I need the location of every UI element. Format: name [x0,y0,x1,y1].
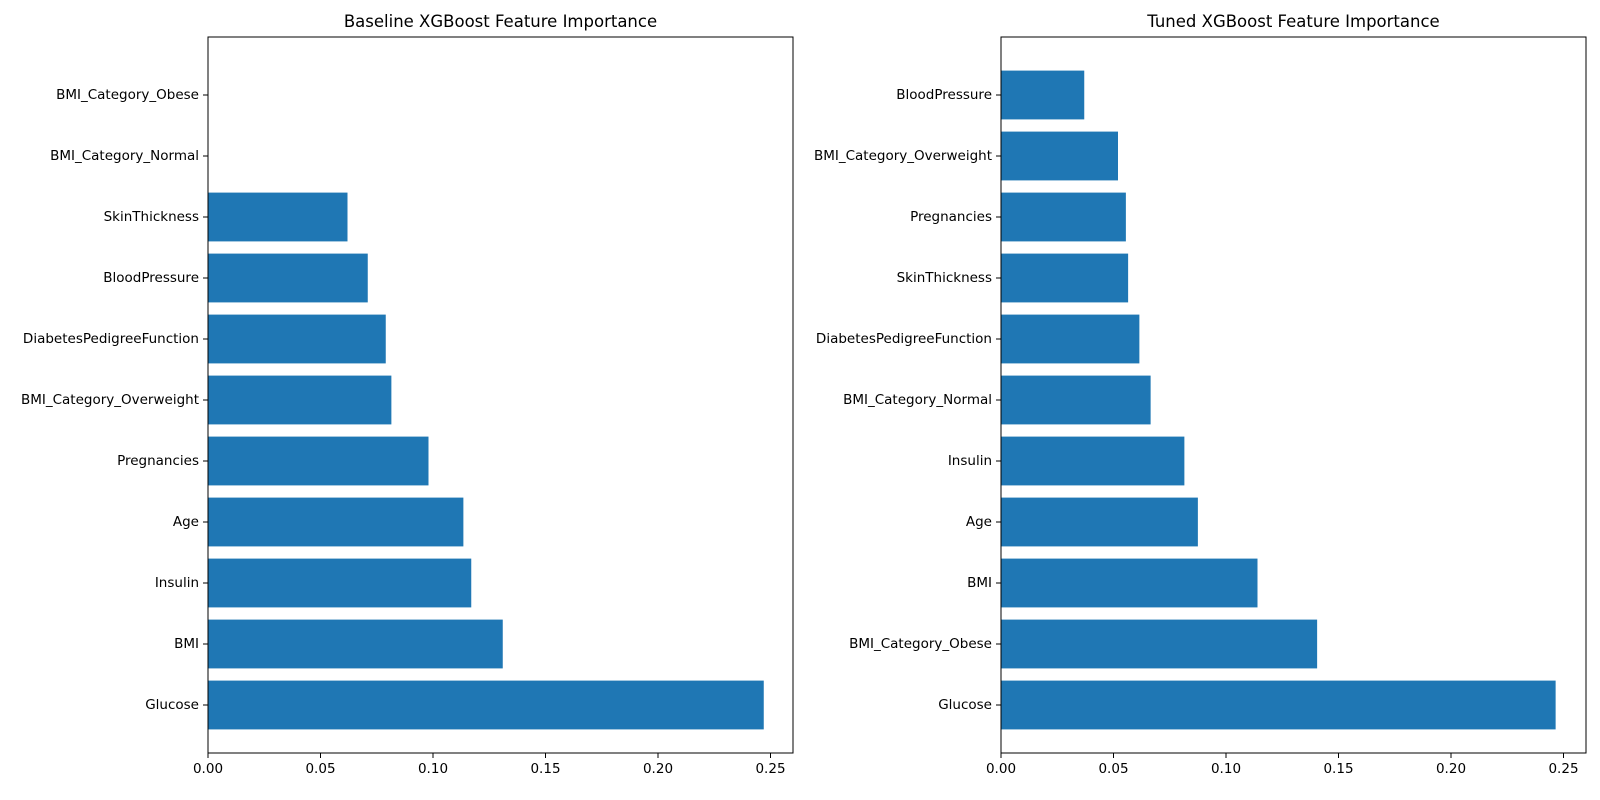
tick-group: Glucose BMI Insulin Age Pregnancies BMI_Categ… [21,87,786,777]
axes-frame [207,36,794,754]
bar-bloodpressure [1001,70,1085,120]
y-tick-label: BMI_Category_Obese [849,636,992,652]
y-tick-label: BMI_Category_Overweight [814,148,992,164]
bar-skinthickness [208,192,348,242]
y-tick-label: BloodPressure [896,87,992,103]
x-tick-label: 0.15 [530,761,560,777]
x-tick-label: 0.15 [1323,761,1353,777]
chart-title: Baseline XGBoost Feature Importance [344,12,657,31]
bar-diabetespedigreefunction [1001,314,1140,364]
bar-glucose [1001,680,1556,730]
y-tick-label: Glucose [938,697,992,713]
y-tick-label: BMI [174,636,199,652]
y-tick-label: DiabetesPedigreeFunction [816,331,992,347]
y-tick-label: SkinThickness [897,270,992,286]
bar-diabetespedigreefunction [208,314,386,364]
y-tick-label: Insulin [948,453,992,469]
y-tick-label: Age [966,514,992,530]
x-tick-label: 0.25 [1548,761,1578,777]
bar-glucose [208,680,764,730]
bar-group [208,192,764,730]
bar-bmi [1001,558,1258,608]
bar-bmi [208,619,503,669]
x-tick-label: 0.00 [193,761,223,777]
y-tick-label: BMI_Category_Overweight [21,392,199,408]
y-tick-label: DiabetesPedigreeFunction [23,331,199,347]
x-tick-label: 0.05 [305,761,335,777]
bar-insulin [1001,436,1185,486]
x-tick-label: 0.20 [1436,761,1466,777]
y-tick-label: Glucose [145,697,199,713]
bar-pregnancies [1001,192,1126,242]
bar-bmi-category-overweight [208,375,392,425]
y-tick-label: Insulin [155,575,199,591]
x-tick-label: 0.10 [418,761,448,777]
y-tick-label: Age [173,514,199,530]
bar-age [208,497,464,547]
bar-age [1001,497,1198,547]
tuned-importance-chart: Tuned XGBoost Feature Importance Glucose… [814,12,1587,777]
y-tick-label: BMI_Category_Normal [50,148,199,164]
chart-title: Tuned XGBoost Feature Importance [1146,12,1439,31]
y-tick-label: BMI [967,575,992,591]
axes-frame [1000,36,1587,754]
y-tick-label: Pregnancies [910,209,992,225]
y-tick-label: BMI_Category_Obese [56,87,199,103]
bar-pregnancies [208,436,429,486]
bar-skinthickness [1001,253,1129,303]
x-tick-label: 0.10 [1211,761,1241,777]
x-tick-label: 0.00 [986,761,1016,777]
y-tick-label: BloodPressure [103,270,199,286]
bar-bmi-category-normal [1001,375,1151,425]
y-tick-label: BMI_Category_Normal [843,392,992,408]
bar-insulin [208,558,472,608]
x-tick-label: 0.25 [755,761,785,777]
bar-group [1001,70,1556,730]
bar-bmi-category-obese [1001,619,1318,669]
baseline-importance-chart: Baseline XGBoost Feature Importance Gluc… [21,12,794,777]
bar-bmi-category-overweight [1001,131,1118,181]
y-tick-label: Pregnancies [117,453,199,469]
y-tick-label: SkinThickness [104,209,199,225]
bar-bloodpressure [208,253,368,303]
tick-group: Glucose BMI_Category_Obese BMI Age Insulin BM… [814,87,1579,777]
x-tick-label: 0.05 [1098,761,1128,777]
x-tick-label: 0.20 [643,761,673,777]
